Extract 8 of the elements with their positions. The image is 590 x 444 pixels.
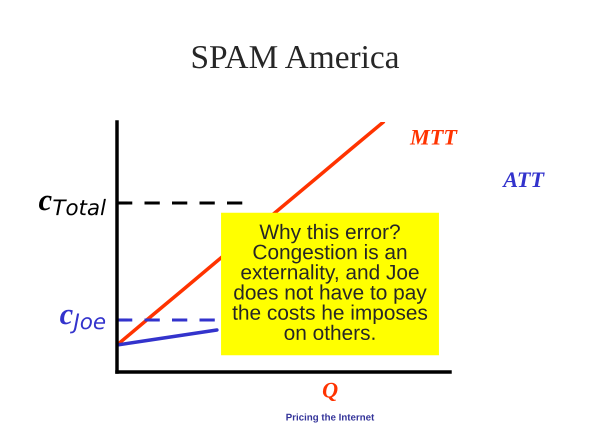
ref-line-label: c$_{Total}$ — [39, 196, 106, 216]
series-label: MTT — [410, 130, 458, 144]
chart-title: SPAM America — [192, 46, 400, 68]
text: ATT — [502, 172, 545, 187]
annotation: Why this error? Congestion is an externality, and Joe does not have to pay the costs he imposes on others. — [232, 224, 428, 340]
x-axis-title: Q — [322, 382, 338, 402]
ref-line-label: c$_{Joe}$ — [60, 310, 106, 334]
text: Pricing the Internet — [286, 413, 374, 423]
